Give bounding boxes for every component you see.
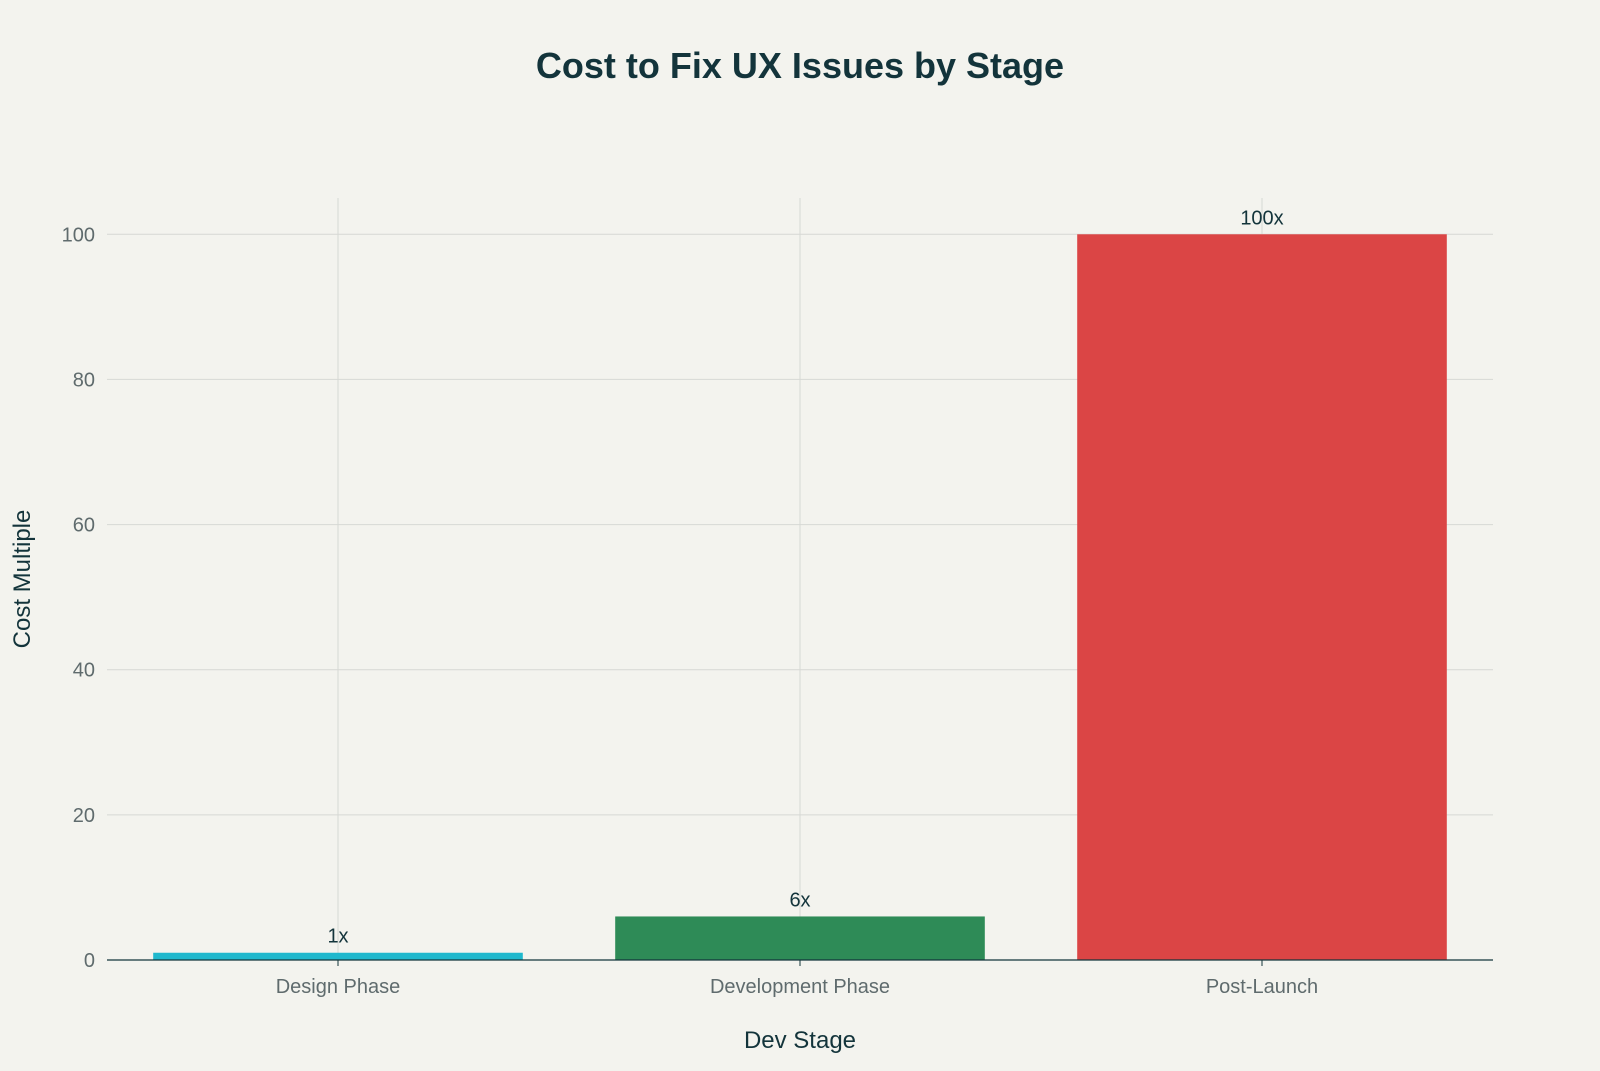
x-tick-label: Post-Launch bbox=[1206, 976, 1318, 998]
y-tick-label: 40 bbox=[73, 660, 95, 682]
x-tick-label: Development Phase bbox=[710, 976, 890, 998]
y-tick-label: 60 bbox=[73, 515, 95, 537]
y-axis-title: Cost Multiple bbox=[9, 510, 36, 649]
y-tick-label: 20 bbox=[73, 805, 95, 827]
axes: 0 20 40 60 80 100 Design Phase Development Phas… bbox=[62, 224, 1493, 998]
bar bbox=[615, 916, 985, 960]
bar bbox=[153, 952, 523, 960]
bar bbox=[1077, 234, 1447, 961]
y-tick-label: 0 bbox=[84, 950, 95, 972]
chart-title: Cost to Fix UX Issues by Stage bbox=[536, 45, 1064, 86]
y-tick-label: 80 bbox=[73, 369, 95, 391]
y-tick-label: 100 bbox=[62, 224, 95, 246]
data-labels: 1x 6x 100x bbox=[327, 207, 1283, 947]
bar-value-label: 100x bbox=[1240, 207, 1283, 229]
x-axis-title: Dev Stage bbox=[744, 1027, 856, 1054]
bar-value-label: 6x bbox=[789, 889, 810, 911]
bars bbox=[153, 234, 1447, 961]
bar-value-label: 1x bbox=[327, 926, 348, 948]
x-tick-label: Design Phase bbox=[276, 976, 401, 998]
